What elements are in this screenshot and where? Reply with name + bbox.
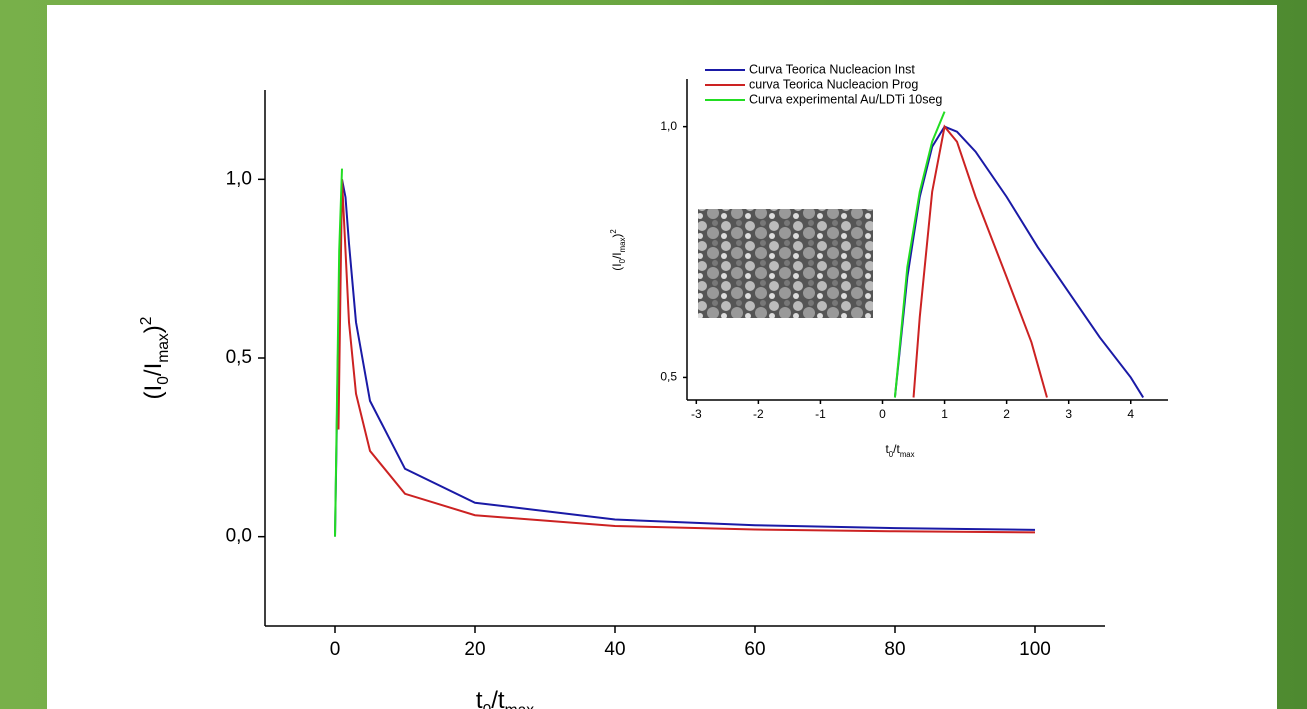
x-tick-label: 2 (1003, 407, 1010, 421)
x-tick-label: 60 (744, 639, 765, 660)
x-tick-label: -1 (815, 407, 826, 421)
y-tick-label: 0,0 (226, 526, 252, 547)
axis-label: (I0/Imax)2 (609, 229, 627, 270)
x-tick-label: 0 (879, 407, 886, 421)
x-tick-label: 20 (464, 639, 485, 660)
x-tick-label: 80 (884, 639, 905, 660)
line (337, 179, 1036, 534)
label-part: /I (610, 252, 624, 259)
legend-label: curva Teorica Nucleacion Prog (749, 77, 918, 91)
label-part: 2 (609, 229, 618, 233)
label-part: 0 (483, 702, 492, 709)
x-tick-label: 3 (1065, 407, 1072, 421)
line (334, 168, 343, 537)
label-part: max (155, 333, 172, 363)
x-tick-label: -3 (691, 407, 702, 421)
x-tick-label: 4 (1127, 407, 1134, 421)
y-tick-label: 0,5 (660, 370, 677, 384)
label-part: ) (610, 234, 624, 238)
label-part: max (900, 450, 915, 459)
label-part: 2 (138, 317, 155, 326)
axis-label: (I0/Imax)2 (138, 317, 172, 400)
panel (47, 5, 1277, 709)
axis-label: t0/tmax (885, 442, 914, 458)
label-part: 0 (889, 450, 894, 459)
label-part: (I (140, 385, 167, 400)
label-part: 0 (618, 258, 627, 263)
x-tick-label: 1 (941, 407, 948, 421)
label-part: /t (491, 687, 505, 709)
y-tick-label: 0,5 (226, 347, 252, 368)
legend-label: Curva experimental Au/LDTi 10seg (749, 92, 942, 106)
label-part: ) (140, 325, 167, 333)
axis-label: t0/tmax (476, 687, 534, 709)
x-tick-label: 0 (330, 639, 341, 660)
label-part: (I (610, 263, 624, 270)
y-tick-label: 1,0 (660, 119, 677, 133)
label-part: max (618, 238, 627, 253)
line (893, 111, 946, 398)
x-tick-label: 100 (1019, 639, 1051, 660)
label-part: max (505, 702, 535, 709)
y-tick-label: 1,0 (226, 168, 252, 189)
label-part: /I (140, 363, 167, 376)
x-tick-label: 40 (604, 639, 625, 660)
label-part: /t (893, 442, 900, 456)
legend-label: Curva Teorica Nucleacion Inst (749, 62, 915, 76)
label-part: t (476, 687, 483, 709)
sem-image (698, 209, 873, 318)
label-part: t (885, 442, 889, 456)
x-tick-label: -2 (753, 407, 764, 421)
line (912, 124, 1048, 398)
label-part: 0 (155, 376, 172, 385)
